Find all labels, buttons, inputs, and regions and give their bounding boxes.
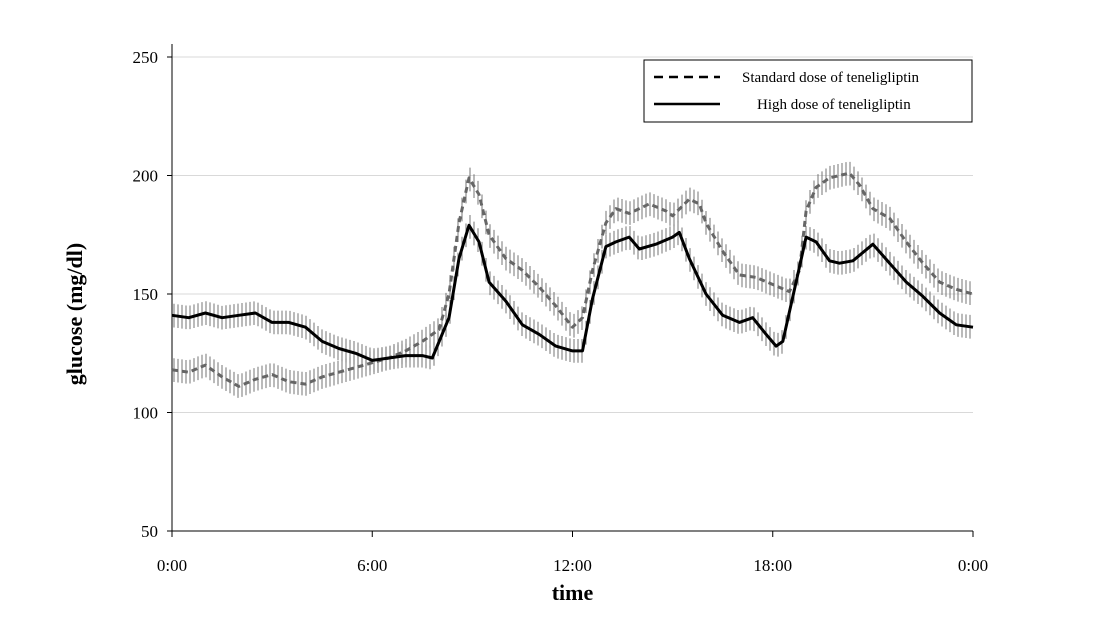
legend-label: High dose of teneligliptin [757, 97, 911, 113]
y-tick-label: 200 [133, 167, 159, 186]
legend-box [643, 59, 973, 123]
y-tick-label: 100 [133, 404, 159, 423]
x-tick-label: 0:00 [958, 556, 988, 575]
legend: Standard dose of teneligliptin High dose … [643, 59, 973, 123]
x-tick-label: 0:00 [157, 556, 187, 575]
series-high-dose [173, 215, 971, 372]
x-tick-label: 12:00 [553, 556, 592, 575]
legend-label: Standard dose of teneligliptin [742, 70, 920, 86]
x-axis-title: time [552, 580, 594, 605]
y-tick-label: 250 [133, 48, 159, 67]
y-tick-label: 50 [141, 522, 158, 541]
x-tick-label: 6:00 [357, 556, 387, 575]
series-standard-dose [173, 161, 971, 398]
x-tick-label: 18:00 [753, 556, 792, 575]
series-line-standard-dose [171, 171, 974, 388]
y-axis-title: glucose (mg/dl) [62, 243, 87, 385]
y-tick-label: 150 [133, 285, 159, 304]
series-line-high-dose [171, 223, 974, 362]
